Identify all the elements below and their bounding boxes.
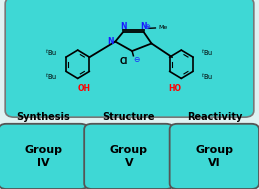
Text: Synthesis: Synthesis — [17, 112, 70, 122]
Text: OH: OH — [78, 84, 91, 93]
FancyBboxPatch shape — [170, 124, 259, 189]
Text: Group
VI: Group VI — [195, 145, 233, 168]
Text: Structure: Structure — [103, 112, 155, 122]
Text: Reactivity: Reactivity — [187, 112, 242, 122]
Text: N: N — [107, 37, 114, 46]
Text: $^t$Bu: $^t$Bu — [202, 47, 213, 58]
Text: N: N — [120, 22, 126, 31]
Text: ⊕: ⊕ — [145, 24, 150, 30]
Text: $^t$Bu: $^t$Bu — [46, 47, 57, 58]
Text: Group
V: Group V — [110, 145, 148, 168]
FancyBboxPatch shape — [0, 124, 88, 189]
FancyBboxPatch shape — [5, 0, 254, 117]
Text: Group
IV: Group IV — [24, 145, 62, 168]
Text: HO: HO — [168, 84, 181, 93]
Text: $^t$Bu: $^t$Bu — [202, 71, 213, 82]
Text: $^t$Bu: $^t$Bu — [46, 71, 57, 82]
Text: Cl: Cl — [120, 57, 128, 66]
Text: ⊖: ⊖ — [133, 55, 140, 64]
FancyBboxPatch shape — [84, 124, 174, 189]
Text: N: N — [140, 22, 147, 31]
Text: Me: Me — [158, 25, 167, 30]
